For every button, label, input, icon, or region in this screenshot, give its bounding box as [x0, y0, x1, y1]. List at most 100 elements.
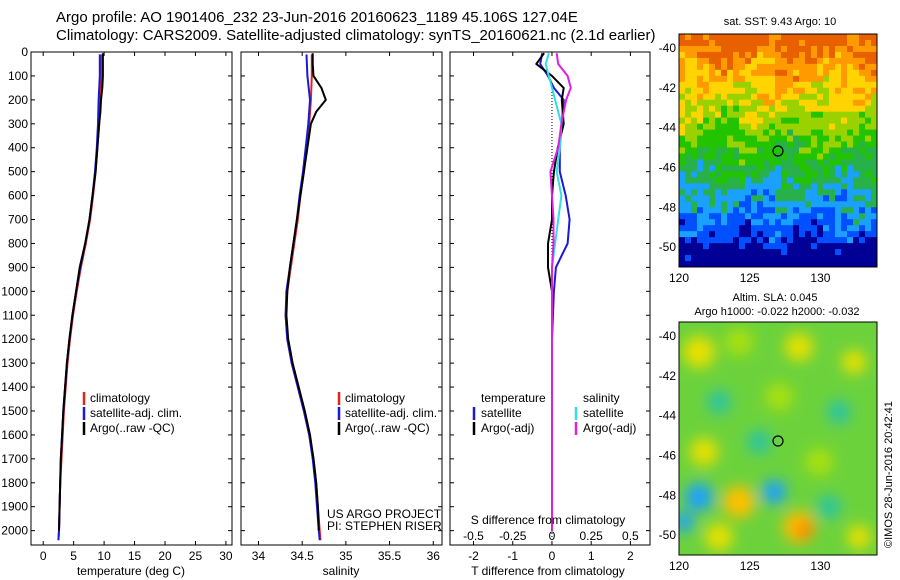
x2-tick-label: -0.5 — [463, 529, 484, 543]
y-tick-label: 1200 — [1, 332, 28, 346]
legend-label-argo: Argo(..raw -QC) — [90, 421, 175, 435]
legend-label-argo: Argo(..raw -QC) — [345, 421, 430, 435]
y-tick-label: 1700 — [1, 452, 28, 466]
x-tick-label: 30 — [219, 549, 233, 563]
y-tick-label: 800 — [8, 236, 28, 250]
pi-credit: PI: STEPHEN RISER — [327, 519, 442, 533]
series-line-satellite-adj-clim — [57, 54, 101, 541]
legend-label-satellite: satellite-adj. clim. — [90, 406, 182, 420]
map-y-tick-label: -40 — [659, 329, 677, 343]
map-y-tick-label: -42 — [659, 81, 677, 95]
map-y-tick-label: -46 — [659, 160, 677, 174]
map-x-tick-label: 130 — [810, 271, 830, 285]
x-tick-label: 1 — [588, 549, 595, 563]
legend-label-climatology: climatology — [90, 391, 150, 405]
map-x-tick-label: 120 — [669, 271, 689, 285]
map-y-tick-label: -48 — [659, 488, 677, 502]
temperature-xlabel: temperature (deg C) — [77, 564, 185, 578]
y-tick-label: 600 — [8, 189, 28, 203]
sst-map-frame — [678, 33, 878, 268]
difference-x2label: S difference from climatology — [471, 513, 626, 527]
x-tick-label: 35 — [339, 549, 353, 563]
y-tick-label: 1000 — [1, 284, 28, 298]
y-tick-label: 1900 — [1, 500, 28, 514]
map-y-tick-label: -40 — [659, 41, 677, 55]
x-tick-label: 20 — [158, 549, 172, 563]
y-tick-label: 900 — [8, 260, 28, 274]
map-y-tick-label: -46 — [659, 448, 677, 462]
y-tick-label: 700 — [8, 213, 28, 227]
imos-timestamp: ©IMOS 28-Jun-2016 20:42:41 — [883, 401, 895, 548]
y-tick-label: 100 — [8, 69, 28, 83]
difference-xlabel: T difference from climatology — [471, 564, 625, 578]
x-tick-label: -1 — [507, 549, 518, 563]
series-line-satellite — [539, 53, 571, 531]
header-line-2: Climatology: CARS2009. Satellite-adjuste… — [56, 27, 656, 44]
x-tick-label: 0 — [549, 549, 556, 563]
x2-tick-label: 0.25 — [579, 529, 603, 543]
header-line-1: Argo profile: AO 1901406_232 23-Jun-2016… — [56, 9, 578, 26]
y-tick-label: 1400 — [1, 380, 28, 394]
map-y-tick-label: -44 — [659, 121, 677, 135]
sla-argo-position-marker — [772, 435, 784, 447]
map-y-tick-label: -50 — [659, 240, 677, 254]
map-x-tick-label: 120 — [669, 559, 689, 573]
sla-map-title: Altim. SLA: 0.045 — [733, 292, 818, 304]
y-tick-label: 2000 — [1, 524, 28, 538]
x-tick-label: 34.5 — [290, 549, 314, 563]
y-tick-label: 1800 — [1, 476, 28, 490]
series-line-argo-raw-qc — [285, 53, 327, 531]
difference-legend: temperature satellite Argo(-adj) salinit… — [472, 391, 636, 435]
legend-label-t-argo: Argo(-adj) — [481, 421, 534, 435]
y-tick-label: 500 — [8, 165, 28, 179]
y-tick-label: 1300 — [1, 356, 28, 370]
y-tick-label: 1600 — [1, 428, 28, 442]
y-tick-label: 1500 — [1, 404, 28, 418]
x2-tick-label: 0.5 — [622, 529, 639, 543]
map-x-tick-label: 130 — [810, 559, 830, 573]
temperature-axes-frame — [30, 51, 233, 546]
salinity-xlabel: salinity — [323, 564, 360, 578]
x-tick-label: 25 — [189, 549, 203, 563]
x-tick-label: 34 — [252, 549, 266, 563]
legend-label-satellite: satellite-adj. clim. — [345, 406, 437, 420]
sla-map-frame — [678, 321, 878, 556]
map-x-tick-label: 125 — [740, 559, 760, 573]
y-tick-label: 400 — [8, 141, 28, 155]
sst-argo-position-marker — [772, 145, 784, 157]
x-tick-label: 5 — [70, 549, 77, 563]
sst-map-title: sat. SST: 9.43 Argo: 10 — [724, 16, 837, 28]
project-credit: US ARGO PROJECT — [327, 507, 442, 521]
legend-title-temperature: temperature — [481, 391, 546, 405]
x-tick-label: 15 — [128, 549, 142, 563]
difference-axes-frame — [449, 51, 651, 546]
y-tick-label: 300 — [8, 117, 28, 131]
map-y-tick-label: -44 — [659, 409, 677, 423]
legend-label-s-argo: Argo(-adj) — [583, 421, 636, 435]
x2-tick-label: -0.25 — [499, 529, 527, 543]
sst-map — [679, 34, 877, 267]
y-tick-label: 0 — [21, 45, 28, 59]
series-line-climatology — [57, 54, 103, 541]
x-tick-label: 10 — [97, 549, 111, 563]
salinity-axes-frame — [240, 51, 443, 546]
salinity-legend: climatology satellite-adj. clim. Argo(..… — [337, 391, 437, 435]
series-line-argo-adj — [535, 52, 565, 531]
map-x-tick-label: 125 — [740, 271, 760, 285]
x-tick-label: 0 — [40, 549, 47, 563]
x-tick-label: 36 — [427, 549, 441, 563]
series-line-argo-adj — [549, 53, 572, 531]
x-tick-label: 35.5 — [378, 549, 402, 563]
legend-label-climatology: climatology — [345, 391, 405, 405]
series-line-argo-raw-qc — [58, 53, 104, 531]
map-y-tick-label: -50 — [659, 528, 677, 542]
legend-label-t-satellite: satellite — [481, 406, 522, 420]
temperature-legend: climatology satellite-adj. clim. Argo(..… — [82, 391, 182, 435]
sla-map-subtitle: Argo h1000: -0.022 h2000: -0.032 — [694, 306, 859, 318]
map-y-tick-label: -48 — [659, 200, 677, 214]
legend-title-salinity: salinity — [583, 391, 620, 405]
y-tick-label: 1100 — [2, 308, 28, 322]
sla-map — [679, 322, 877, 555]
y-tick-label: 200 — [8, 93, 28, 107]
